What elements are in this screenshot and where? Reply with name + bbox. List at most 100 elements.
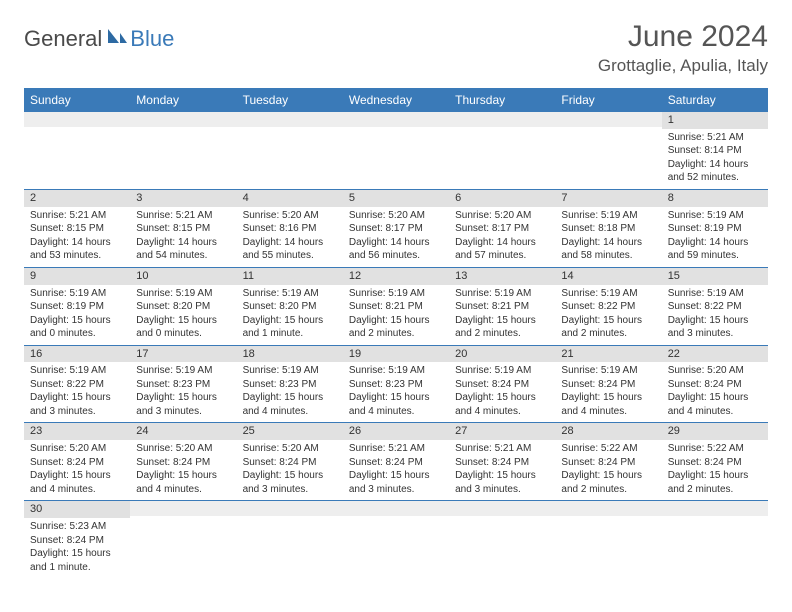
day-number: 28 — [555, 423, 661, 440]
calendar-cell: 9Sunrise: 5:19 AMSunset: 8:19 PMDaylight… — [24, 267, 130, 345]
day-number: 3 — [130, 190, 236, 207]
daylight-line: Daylight: 15 hours and 2 minutes. — [561, 314, 655, 341]
sunset-line: Sunset: 8:22 PM — [30, 378, 124, 392]
calendar-cell — [130, 501, 236, 578]
day-number: 16 — [24, 346, 130, 363]
calendar-cell: 8Sunrise: 5:19 AMSunset: 8:19 PMDaylight… — [662, 189, 768, 267]
day-details: Sunrise: 5:20 AMSunset: 8:24 PMDaylight:… — [237, 440, 343, 500]
day-number — [555, 112, 661, 127]
sunset-line: Sunset: 8:23 PM — [243, 378, 337, 392]
day-number — [449, 112, 555, 127]
day-number: 13 — [449, 268, 555, 285]
weekday-header: Thursday — [449, 88, 555, 112]
calendar-cell — [662, 501, 768, 578]
day-details: Sunrise: 5:22 AMSunset: 8:24 PMDaylight:… — [662, 440, 768, 500]
calendar-cell: 2Sunrise: 5:21 AMSunset: 8:15 PMDaylight… — [24, 189, 130, 267]
calendar-cell: 21Sunrise: 5:19 AMSunset: 8:24 PMDayligh… — [555, 345, 661, 423]
day-details: Sunrise: 5:19 AMSunset: 8:22 PMDaylight:… — [24, 362, 130, 422]
daylight-line: Daylight: 14 hours and 56 minutes. — [349, 236, 443, 263]
sunset-line: Sunset: 8:24 PM — [349, 456, 443, 470]
daylight-line: Daylight: 15 hours and 4 minutes. — [668, 391, 762, 418]
sunrise-line: Sunrise: 5:20 AM — [243, 442, 337, 456]
day-number: 27 — [449, 423, 555, 440]
day-details: Sunrise: 5:21 AMSunset: 8:15 PMDaylight:… — [130, 207, 236, 267]
calendar-cell: 5Sunrise: 5:20 AMSunset: 8:17 PMDaylight… — [343, 189, 449, 267]
sunrise-line: Sunrise: 5:19 AM — [455, 287, 549, 301]
day-details: Sunrise: 5:19 AMSunset: 8:23 PMDaylight:… — [130, 362, 236, 422]
calendar-header-row: SundayMondayTuesdayWednesdayThursdayFrid… — [24, 88, 768, 112]
day-details: Sunrise: 5:19 AMSunset: 8:20 PMDaylight:… — [237, 285, 343, 345]
calendar-cell: 19Sunrise: 5:19 AMSunset: 8:23 PMDayligh… — [343, 345, 449, 423]
sunset-line: Sunset: 8:14 PM — [668, 144, 762, 158]
day-number: 17 — [130, 346, 236, 363]
day-number: 29 — [662, 423, 768, 440]
daylight-line: Daylight: 15 hours and 3 minutes. — [455, 469, 549, 496]
sunset-line: Sunset: 8:20 PM — [136, 300, 230, 314]
daylight-line: Daylight: 15 hours and 4 minutes. — [455, 391, 549, 418]
daylight-line: Daylight: 15 hours and 3 minutes. — [668, 314, 762, 341]
logo-text-2: Blue — [130, 26, 174, 52]
daylight-line: Daylight: 15 hours and 2 minutes. — [349, 314, 443, 341]
calendar-week: 23Sunrise: 5:20 AMSunset: 8:24 PMDayligh… — [24, 423, 768, 501]
day-number — [343, 501, 449, 516]
sunset-line: Sunset: 8:22 PM — [668, 300, 762, 314]
sunset-line: Sunset: 8:24 PM — [30, 534, 124, 548]
day-number: 4 — [237, 190, 343, 207]
day-number — [555, 501, 661, 516]
calendar-cell: 10Sunrise: 5:19 AMSunset: 8:20 PMDayligh… — [130, 267, 236, 345]
daylight-line: Daylight: 14 hours and 54 minutes. — [136, 236, 230, 263]
sunrise-line: Sunrise: 5:19 AM — [349, 287, 443, 301]
day-details: Sunrise: 5:21 AMSunset: 8:24 PMDaylight:… — [449, 440, 555, 500]
calendar-week: 16Sunrise: 5:19 AMSunset: 8:22 PMDayligh… — [24, 345, 768, 423]
sunset-line: Sunset: 8:16 PM — [243, 222, 337, 236]
sunrise-line: Sunrise: 5:19 AM — [30, 364, 124, 378]
calendar-week: 1Sunrise: 5:21 AMSunset: 8:14 PMDaylight… — [24, 112, 768, 189]
day-number: 9 — [24, 268, 130, 285]
calendar-cell: 26Sunrise: 5:21 AMSunset: 8:24 PMDayligh… — [343, 423, 449, 501]
daylight-line: Daylight: 15 hours and 4 minutes. — [136, 469, 230, 496]
sunset-line: Sunset: 8:23 PM — [349, 378, 443, 392]
day-number — [449, 501, 555, 516]
sunset-line: Sunset: 8:17 PM — [455, 222, 549, 236]
day-details: Sunrise: 5:20 AMSunset: 8:24 PMDaylight:… — [130, 440, 236, 500]
calendar-cell: 15Sunrise: 5:19 AMSunset: 8:22 PMDayligh… — [662, 267, 768, 345]
day-number: 14 — [555, 268, 661, 285]
daylight-line: Daylight: 15 hours and 3 minutes. — [349, 469, 443, 496]
weekday-header: Saturday — [662, 88, 768, 112]
day-number: 6 — [449, 190, 555, 207]
sunrise-line: Sunrise: 5:19 AM — [668, 209, 762, 223]
day-number: 19 — [343, 346, 449, 363]
sunrise-line: Sunrise: 5:19 AM — [30, 287, 124, 301]
day-number: 8 — [662, 190, 768, 207]
calendar-cell: 25Sunrise: 5:20 AMSunset: 8:24 PMDayligh… — [237, 423, 343, 501]
daylight-line: Daylight: 15 hours and 0 minutes. — [30, 314, 124, 341]
sunset-line: Sunset: 8:19 PM — [668, 222, 762, 236]
day-details: Sunrise: 5:19 AMSunset: 8:18 PMDaylight:… — [555, 207, 661, 267]
calendar-cell: 6Sunrise: 5:20 AMSunset: 8:17 PMDaylight… — [449, 189, 555, 267]
sunrise-line: Sunrise: 5:19 AM — [349, 364, 443, 378]
day-details: Sunrise: 5:19 AMSunset: 8:19 PMDaylight:… — [662, 207, 768, 267]
sunrise-line: Sunrise: 5:22 AM — [561, 442, 655, 456]
daylight-line: Daylight: 15 hours and 1 minute. — [243, 314, 337, 341]
daylight-line: Daylight: 14 hours and 55 minutes. — [243, 236, 337, 263]
day-number — [130, 501, 236, 516]
day-number: 12 — [343, 268, 449, 285]
daylight-line: Daylight: 15 hours and 2 minutes. — [561, 469, 655, 496]
sunrise-line: Sunrise: 5:19 AM — [243, 287, 337, 301]
day-details: Sunrise: 5:19 AMSunset: 8:19 PMDaylight:… — [24, 285, 130, 345]
calendar-cell: 12Sunrise: 5:19 AMSunset: 8:21 PMDayligh… — [343, 267, 449, 345]
day-number: 5 — [343, 190, 449, 207]
day-number — [130, 112, 236, 127]
logo: General Blue — [24, 26, 174, 52]
calendar-cell — [343, 501, 449, 578]
sunrise-line: Sunrise: 5:19 AM — [455, 364, 549, 378]
day-details: Sunrise: 5:20 AMSunset: 8:17 PMDaylight:… — [343, 207, 449, 267]
page-title: June 2024 — [598, 20, 768, 54]
day-details: Sunrise: 5:19 AMSunset: 8:21 PMDaylight:… — [343, 285, 449, 345]
day-number: 26 — [343, 423, 449, 440]
weekday-header: Wednesday — [343, 88, 449, 112]
sunset-line: Sunset: 8:15 PM — [30, 222, 124, 236]
calendar-week: 30Sunrise: 5:23 AMSunset: 8:24 PMDayligh… — [24, 501, 768, 578]
calendar-cell — [555, 112, 661, 189]
sunset-line: Sunset: 8:18 PM — [561, 222, 655, 236]
